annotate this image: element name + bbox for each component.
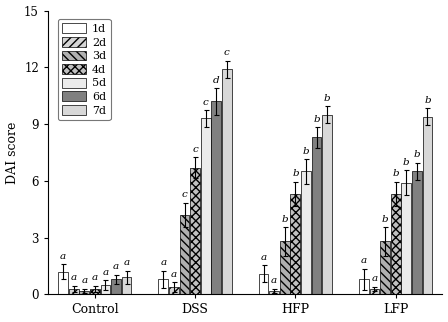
- Text: c: c: [224, 48, 230, 57]
- Bar: [111, 279, 121, 294]
- Text: a: a: [361, 256, 367, 265]
- Bar: [100, 285, 110, 294]
- Bar: [422, 117, 432, 294]
- Bar: [169, 287, 179, 294]
- Text: b: b: [424, 96, 431, 105]
- Bar: [412, 171, 422, 294]
- Bar: [122, 277, 131, 294]
- Bar: [69, 289, 78, 294]
- Text: a: a: [92, 273, 98, 282]
- Legend: 1d, 2d, 3d, 4d, 5d, 6d, 7d: 1d, 2d, 3d, 4d, 5d, 6d, 7d: [57, 19, 111, 120]
- Text: d: d: [213, 76, 220, 85]
- Bar: [312, 137, 321, 294]
- Y-axis label: DAI score: DAI score: [5, 121, 18, 184]
- Text: a: a: [171, 270, 177, 279]
- Bar: [90, 289, 99, 294]
- Bar: [380, 242, 390, 294]
- Bar: [79, 291, 89, 294]
- Bar: [359, 279, 369, 294]
- Text: c: c: [192, 145, 198, 154]
- Text: a: a: [261, 253, 267, 262]
- Bar: [391, 194, 401, 294]
- Text: b: b: [324, 94, 331, 103]
- Bar: [322, 115, 332, 294]
- Text: b: b: [403, 158, 409, 167]
- Text: a: a: [113, 262, 119, 271]
- Text: a: a: [81, 276, 87, 285]
- Text: a: a: [71, 273, 77, 282]
- Text: a: a: [371, 274, 378, 283]
- Text: a: a: [124, 258, 129, 267]
- Bar: [190, 168, 200, 294]
- Text: b: b: [313, 115, 320, 124]
- Bar: [201, 118, 211, 294]
- Text: b: b: [281, 215, 288, 224]
- Bar: [211, 101, 221, 294]
- Bar: [280, 242, 290, 294]
- Text: a: a: [102, 268, 108, 277]
- Bar: [58, 272, 68, 294]
- Bar: [269, 291, 279, 294]
- Bar: [222, 69, 232, 294]
- Bar: [159, 279, 168, 294]
- Bar: [290, 194, 300, 294]
- Bar: [180, 215, 190, 294]
- Bar: [370, 289, 379, 294]
- Text: b: b: [292, 169, 299, 178]
- Text: b: b: [382, 215, 388, 224]
- Text: b: b: [303, 147, 309, 156]
- Bar: [301, 171, 311, 294]
- Text: b: b: [392, 169, 399, 178]
- Text: b: b: [414, 150, 420, 159]
- Text: c: c: [181, 190, 187, 199]
- Bar: [259, 274, 268, 294]
- Text: c: c: [203, 98, 209, 107]
- Text: a: a: [160, 258, 166, 267]
- Text: a: a: [60, 252, 66, 261]
- Bar: [401, 183, 411, 294]
- Text: a: a: [271, 276, 277, 285]
